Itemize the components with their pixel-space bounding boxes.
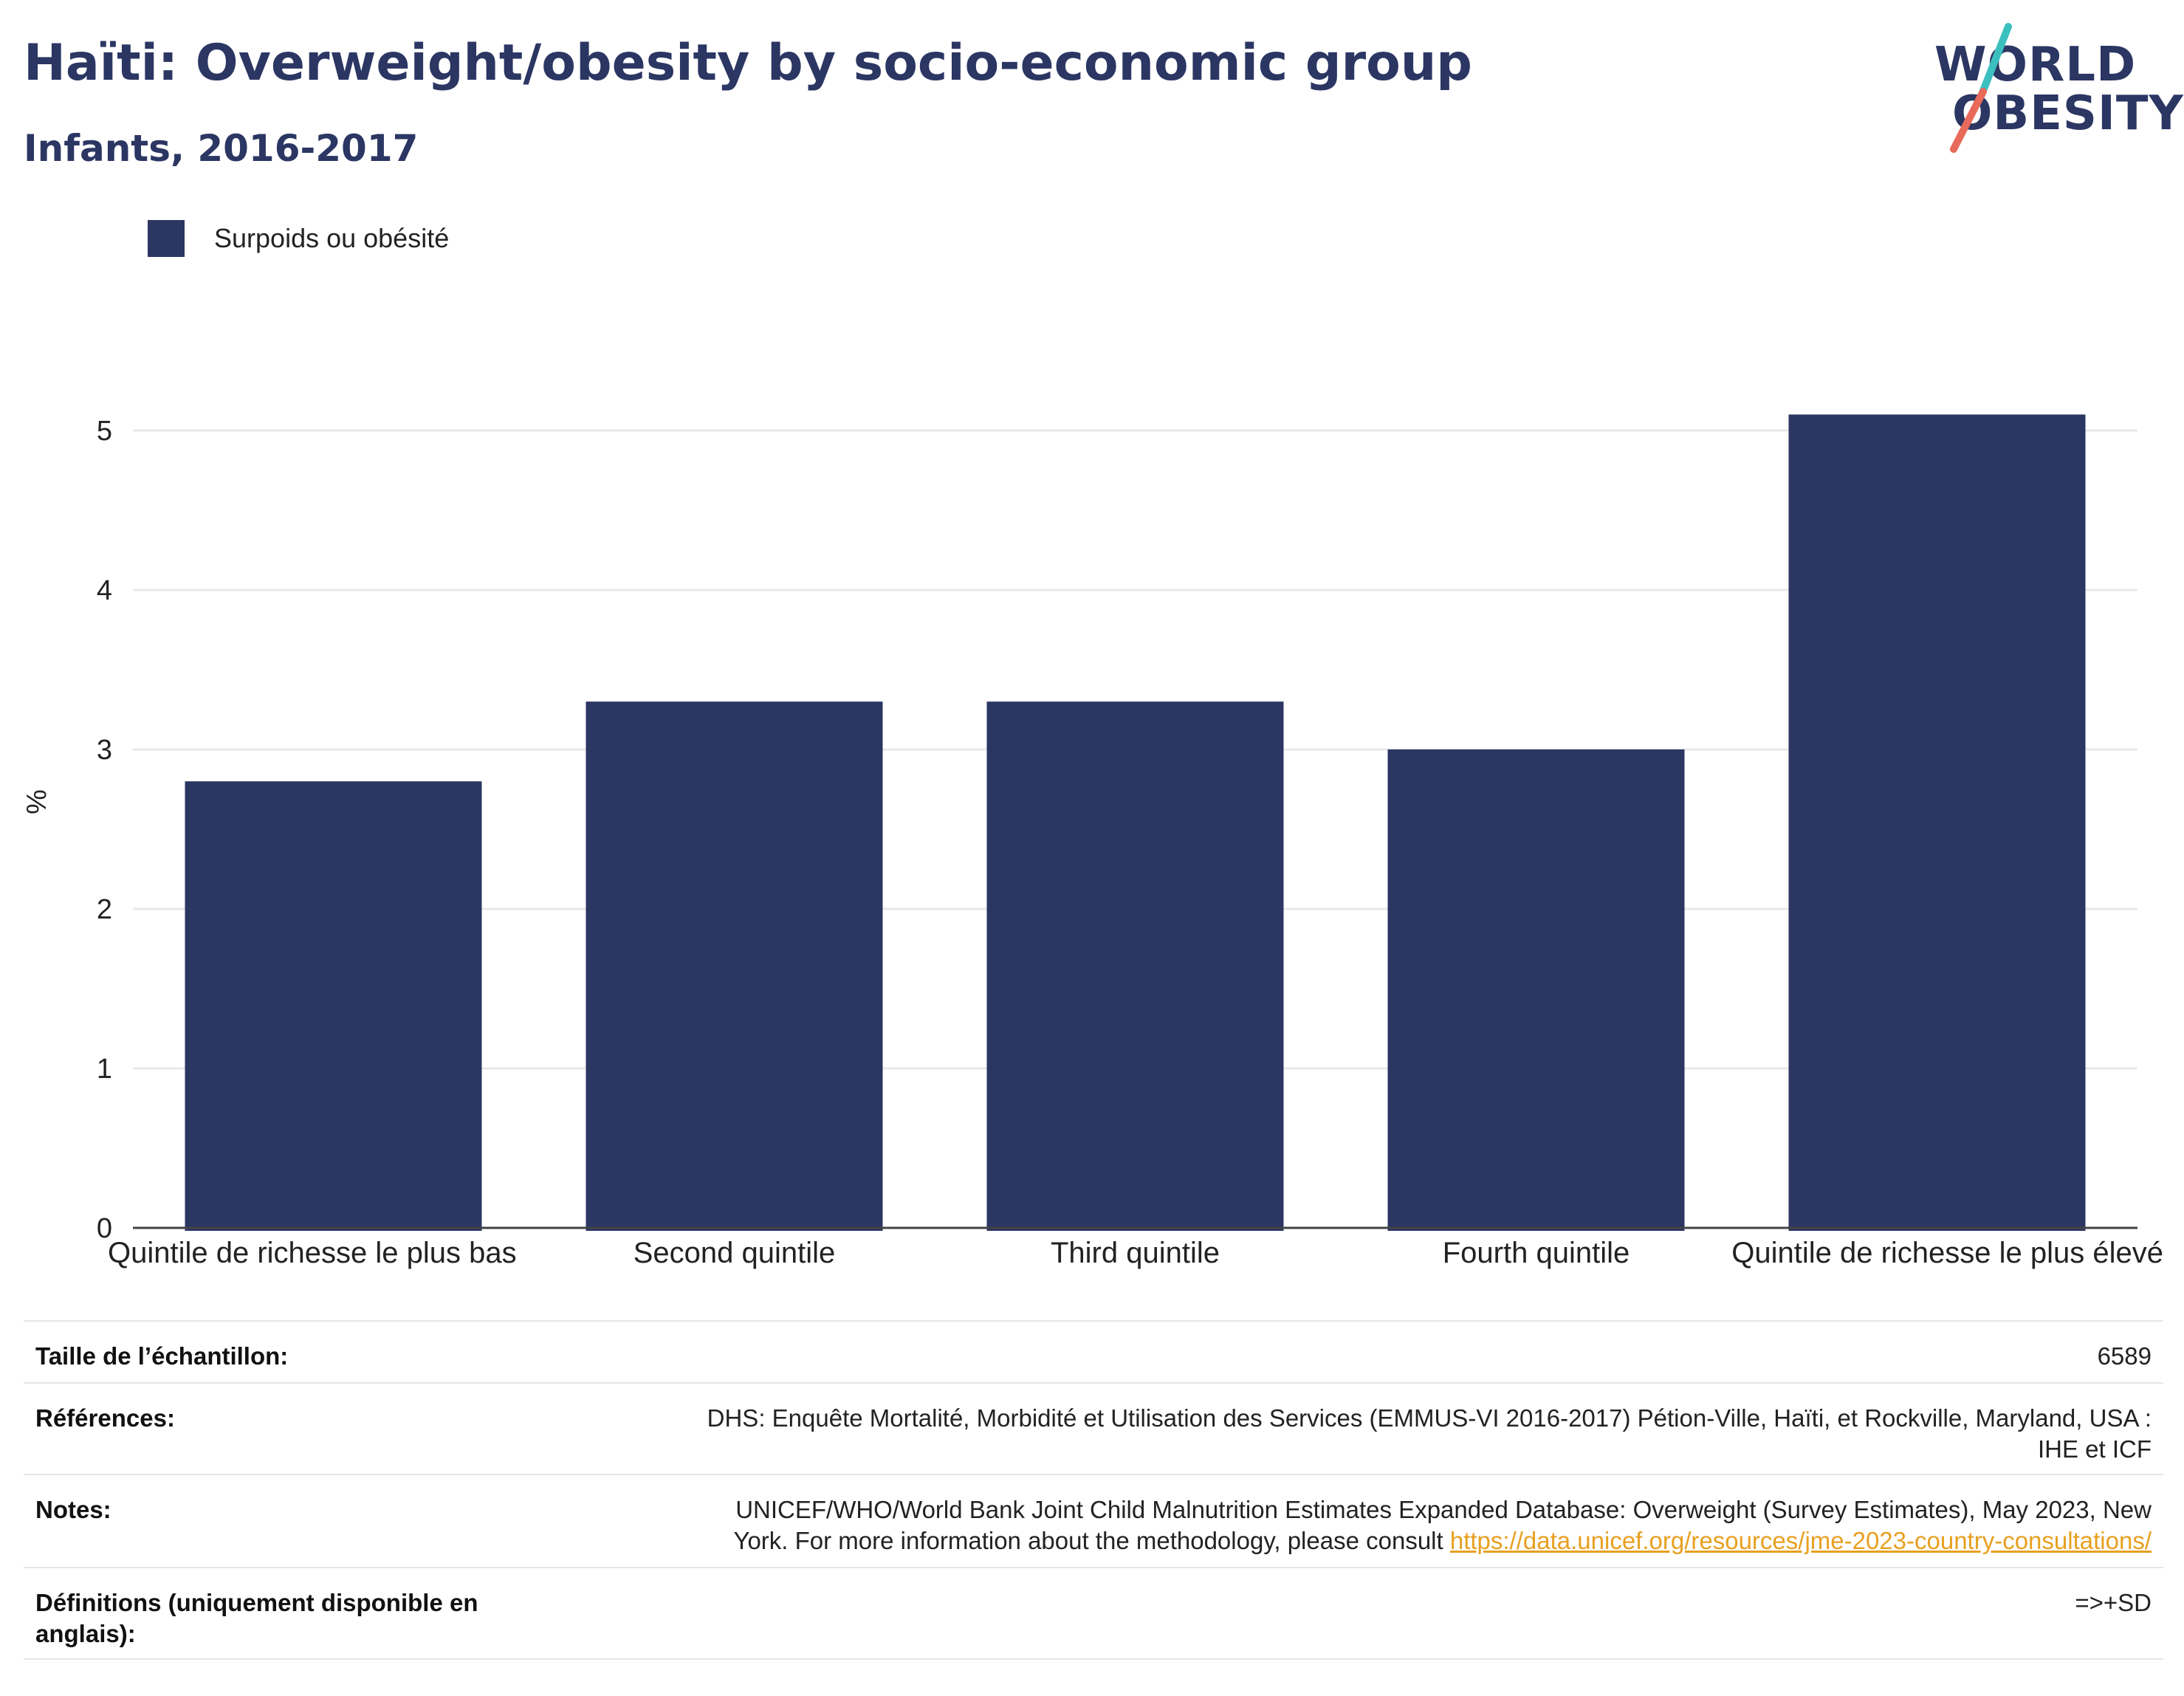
definitions-label: Définitions (uniquement disponible en an… (35, 1589, 478, 1647)
world-obesity-logo: WORLD OBESITY (1927, 21, 2183, 157)
references-label: Références: (35, 1404, 175, 1432)
bar-chart: 0 1 2 3 4 5 Quintile de richesse le plus bas S… (21, 414, 2163, 1269)
bars (185, 414, 2086, 1231)
definitions-value: =>+SD (2075, 1589, 2152, 1616)
bar (586, 701, 883, 1231)
notes-line-2: York. For more information about the met… (733, 1527, 1450, 1554)
chart-title: Haïti: Overweight/obesity by socio-econo… (24, 34, 1472, 92)
y-axis-ticks: 0 1 2 3 4 5 (97, 416, 112, 1244)
legend-swatch (148, 220, 185, 257)
x-tick-label: Second quintile (633, 1237, 836, 1269)
info-row-sample-size: Taille de l’échantillon: 6589 (24, 1320, 2163, 1382)
sample-size-value: 6589 (2097, 1342, 2152, 1370)
y-tick-label: 5 (97, 416, 112, 447)
sample-size-label: Taille de l’échantillon: (35, 1342, 289, 1370)
info-row-references: Références: DHS: Enquête Mortalité, Morb… (24, 1382, 2163, 1474)
info-row-definitions: Définitions (uniquement disponible en an… (24, 1567, 2163, 1660)
chart-subtitle: Infants, 2016-2017 (24, 127, 419, 170)
y-tick-label: 1 (97, 1054, 112, 1085)
info-table: Taille de l’échantillon: 6589 Références… (24, 1320, 2163, 1660)
y-tick-label: 0 (97, 1213, 112, 1244)
legend-label: Surpoids ou obésité (214, 223, 450, 253)
logo-word-obesity: OBESITY (1952, 86, 2184, 141)
logo-slash-coral (1950, 88, 1987, 153)
info-row-notes: Notes: UNICEF/WHO/World Bank Joint Child… (24, 1474, 2163, 1567)
methodology-link[interactable]: https://data.unicef.org/resources/jme-20… (1449, 1527, 2152, 1554)
y-tick-label: 2 (97, 894, 112, 925)
bar (185, 781, 482, 1231)
bar (986, 701, 1284, 1231)
references-line-1: DHS: Enquête Mortalité, Morbidité et Uti… (707, 1404, 2152, 1432)
logo-word-world: WORLD (1934, 38, 2137, 92)
x-tick-label: Third quintile (1051, 1237, 1220, 1269)
y-tick-label: 4 (97, 575, 112, 606)
bar (1788, 414, 2086, 1231)
y-tick-label: 3 (97, 735, 112, 766)
logo-slash-icon (1950, 23, 2012, 153)
logo-slash-teal (1978, 23, 2012, 98)
references-line-2: IHE et ICF (2037, 1435, 2152, 1463)
notes-value: UNICEF/WHO/World Bank Joint Child Malnut… (733, 1494, 2152, 1556)
x-tick-label: Quintile de richesse le plus bas (108, 1237, 517, 1269)
x-tick-label: Fourth quintile (1443, 1237, 1630, 1269)
notes-label: Notes: (35, 1496, 111, 1523)
x-tick-label: Quintile de richesse le plus élevé (1731, 1237, 2163, 1269)
chart-legend: Surpoids ou obésité (148, 220, 449, 257)
x-axis-labels: Quintile de richesse le plus bas Second q… (108, 1237, 2163, 1269)
y-axis-title: % (21, 789, 52, 814)
bar (1387, 749, 1685, 1231)
notes-line-1: UNICEF/WHO/World Bank Joint Child Malnut… (735, 1496, 2152, 1523)
references-value: DHS: Enquête Mortalité, Morbidité et Uti… (707, 1403, 2152, 1465)
